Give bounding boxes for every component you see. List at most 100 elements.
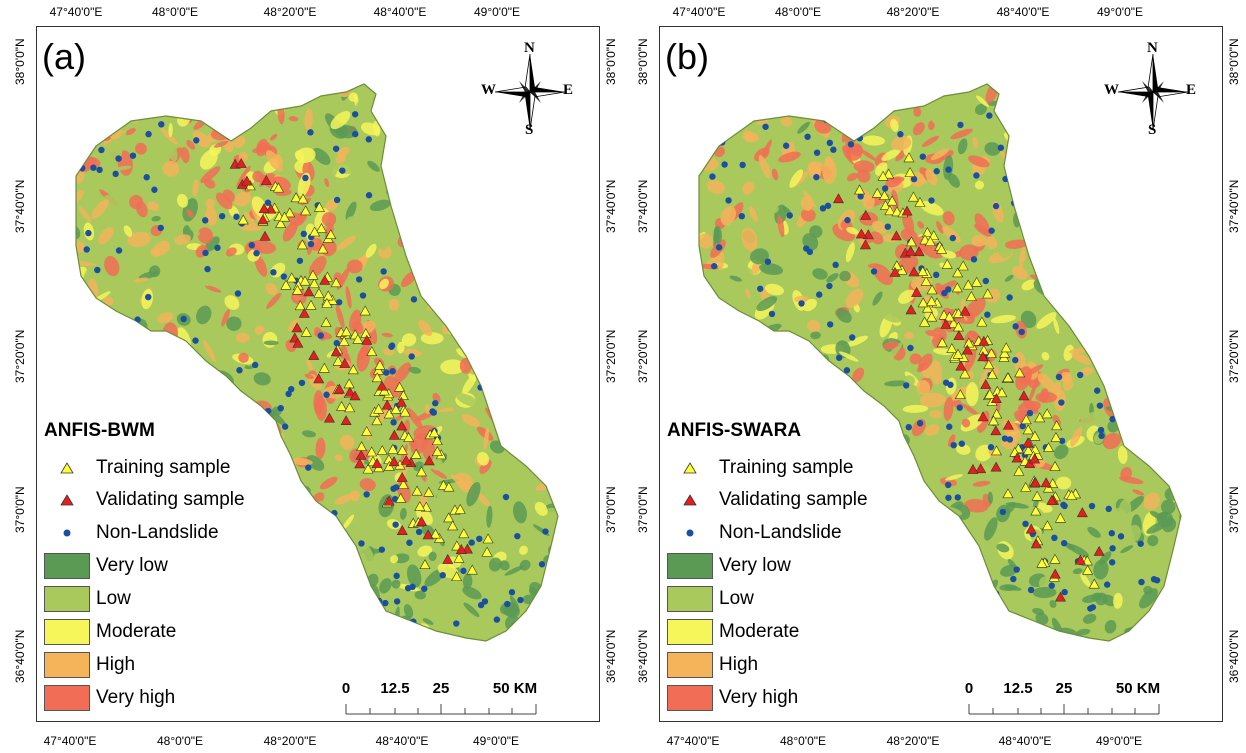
nonlandslide-point	[517, 596, 524, 604]
zone-patch	[1087, 339, 1103, 353]
validating-point	[416, 516, 428, 527]
zone-patch	[107, 390, 119, 399]
zone-patch	[160, 127, 178, 145]
zone-patch	[263, 581, 279, 590]
zone-patch	[1143, 492, 1160, 511]
zone-patch	[884, 505, 900, 515]
nonlandslide-point	[798, 300, 805, 307]
zone-patch	[1180, 636, 1181, 641]
validating-point	[990, 393, 1002, 404]
zone-patch	[785, 197, 805, 204]
nonlandslide-point	[933, 168, 940, 175]
zone-patch	[730, 356, 746, 371]
zone-patch	[1144, 300, 1159, 317]
zone-patch	[76, 84, 91, 93]
zone-patch	[970, 563, 980, 573]
zone-patch	[508, 230, 523, 246]
nonlandslide-point	[446, 260, 454, 268]
nonlandslide-point	[1105, 144, 1112, 152]
nonlandslide-point	[319, 531, 326, 538]
nonlandslide-point	[806, 379, 813, 386]
zone-patch	[312, 148, 331, 165]
validating-point	[388, 429, 400, 440]
nonlandslide-point	[933, 271, 940, 279]
nonlandslide-point	[799, 344, 806, 351]
zone-patch	[388, 298, 400, 311]
nonlandslide-point	[884, 462, 891, 469]
nonlandslide-point	[1097, 426, 1105, 434]
zone-patch	[431, 198, 445, 212]
zone-patch	[413, 207, 429, 221]
zone-patch	[121, 98, 130, 113]
zone-patch	[151, 215, 161, 222]
lat-tick: 37°40'0"N	[604, 179, 618, 233]
validating-point	[308, 349, 320, 360]
zone-patch	[436, 492, 447, 503]
training-point	[924, 236, 936, 247]
zone-patch	[423, 630, 434, 640]
zone-patch	[220, 545, 236, 562]
zone-patch	[355, 99, 369, 119]
training-point	[447, 520, 459, 531]
zone-patch	[389, 198, 415, 206]
nonlandslide-point	[96, 338, 103, 346]
zone-patch	[282, 69, 295, 84]
nonlandslide-point	[1108, 559, 1116, 566]
zone-patch	[801, 574, 822, 591]
legend-label: Validating sample	[96, 489, 245, 510]
zone-patch	[388, 84, 405, 91]
zone-patch	[558, 331, 571, 343]
zone-patch	[131, 370, 144, 386]
nonlandslide-point	[464, 345, 471, 352]
zone-patch	[974, 213, 991, 236]
nonlandslide-point	[768, 310, 776, 318]
zone-patch	[557, 489, 571, 504]
nonlandslide-point	[365, 192, 373, 199]
validating-point	[990, 461, 1002, 472]
zone-patch	[984, 517, 998, 541]
training-point	[1082, 564, 1094, 575]
zone-patch	[703, 316, 721, 332]
zone-patch	[790, 342, 807, 362]
nonlandslide-point	[538, 561, 546, 568]
zone-patch	[491, 343, 513, 351]
nonlandslide-point	[1127, 277, 1134, 285]
zone-patch	[938, 629, 949, 637]
validating-point	[241, 175, 253, 186]
zone-patch	[1103, 232, 1119, 247]
nonlandslide-point	[1063, 164, 1071, 171]
legend-label: Low	[719, 588, 754, 609]
zone-patch	[946, 105, 956, 127]
zone-patch	[402, 165, 416, 179]
zone-patch	[721, 102, 741, 120]
zone-patch	[1146, 308, 1162, 324]
zone-patch	[426, 156, 439, 174]
nonlandslide-point	[984, 311, 991, 318]
zone-patch	[379, 635, 399, 641]
zone-patch	[298, 591, 312, 597]
zone-patch	[337, 545, 347, 558]
training-point	[1050, 431, 1062, 442]
lat-tick: 37°0'0"N	[1227, 486, 1241, 533]
zone-patch	[838, 351, 859, 362]
zone-patch	[882, 95, 897, 105]
zone-patch	[526, 265, 543, 282]
zone-patch	[345, 201, 357, 221]
zone-patch	[853, 160, 875, 173]
validating-point	[455, 544, 467, 554]
zone-patch	[424, 568, 445, 587]
nonlandslide-point	[1026, 409, 1034, 417]
zone-patch	[891, 488, 911, 503]
nonlandslide-point	[285, 390, 292, 398]
nonlandslide-point	[916, 420, 924, 427]
zone-patch	[81, 99, 95, 111]
zone-patch	[205, 206, 217, 226]
zone-patch	[1038, 96, 1057, 107]
lon-tick: 49°0'0"E	[1095, 734, 1143, 748]
zone-patch	[168, 646, 178, 652]
swatch-high	[44, 652, 90, 678]
nonlandslide-point	[375, 597, 383, 605]
nonlandslide-point	[1103, 297, 1110, 304]
training-point	[308, 278, 320, 289]
training-point	[985, 348, 997, 358]
